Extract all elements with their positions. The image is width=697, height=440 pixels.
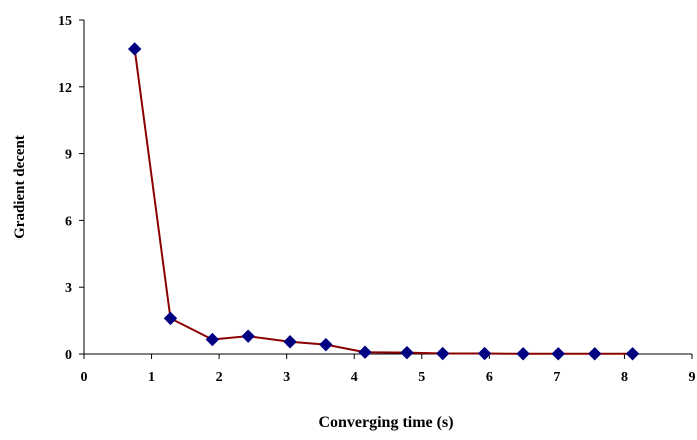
- data-point-marker: [358, 345, 372, 359]
- data-point-marker: [400, 345, 414, 360]
- x-tick-label: 6: [486, 370, 493, 385]
- x-tick-label: 9: [689, 370, 696, 385]
- data-point-marker: [551, 347, 565, 361]
- y-tick-label: 15: [58, 14, 72, 29]
- data-point-marker: [319, 337, 333, 352]
- series-line: [133, 48, 633, 355]
- axes: [79, 19, 693, 359]
- data-point-marker: [516, 347, 530, 361]
- x-axis-label: Converging time (s): [318, 414, 453, 431]
- data-point-marker: [283, 335, 297, 349]
- x-tick-label: 1: [148, 370, 155, 385]
- x-tick-label: 7: [553, 370, 560, 385]
- data-point-marker: [241, 329, 255, 343]
- x-tick-label: 3: [283, 370, 290, 385]
- x-tick-label: 0: [81, 370, 88, 385]
- y-tick-label: 9: [65, 148, 72, 163]
- data-point-marker: [477, 346, 492, 361]
- data-point-marker: [163, 311, 178, 326]
- series: [127, 42, 640, 361]
- y-tick-label: 3: [65, 281, 72, 296]
- y-tick-label: 6: [65, 214, 72, 229]
- x-tick-label: 4: [351, 370, 358, 385]
- x-tick-label: 8: [621, 370, 628, 385]
- x-tick-label: 2: [216, 370, 223, 385]
- data-point-marker: [625, 347, 640, 361]
- y-tick-label: 0: [65, 348, 72, 363]
- data-point-marker: [588, 347, 602, 361]
- data-point-marker: [127, 42, 142, 56]
- y-axis-label: Gradient decent: [12, 135, 28, 239]
- data-point-marker: [436, 346, 450, 361]
- x-tick-label: 5: [418, 370, 425, 385]
- y-tick-label: 12: [58, 81, 72, 96]
- data-point-marker: [205, 332, 220, 347]
